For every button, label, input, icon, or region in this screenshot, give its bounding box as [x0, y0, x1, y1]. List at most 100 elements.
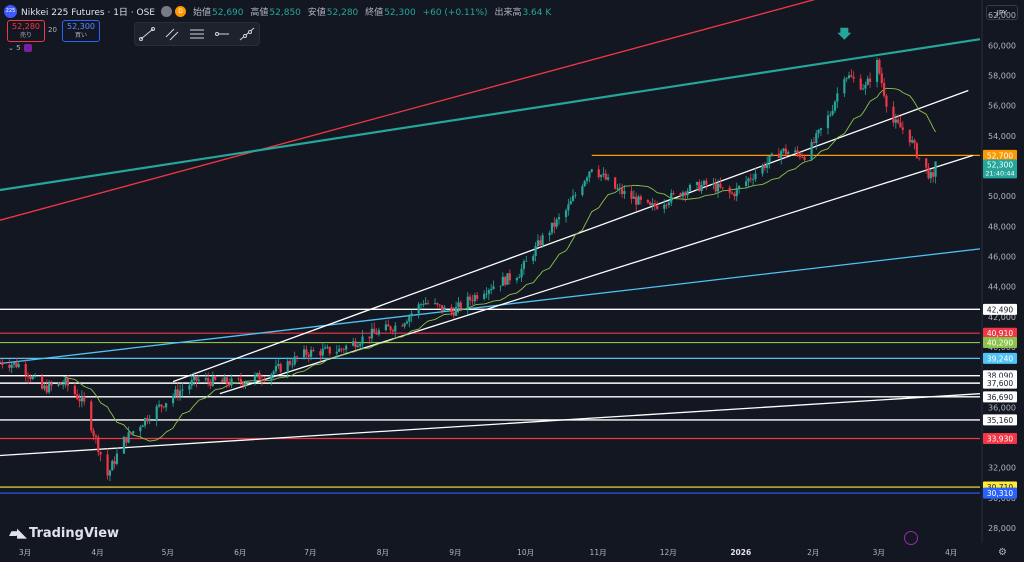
settings-gear-icon[interactable]: ⚙	[998, 547, 1007, 558]
candle-body	[604, 173, 607, 180]
candle-body	[525, 260, 528, 262]
candle-body	[499, 285, 502, 287]
magic-wand-icon[interactable]	[904, 531, 918, 545]
trend-line-icon[interactable]	[139, 27, 156, 41]
candle-body	[875, 59, 879, 83]
currency-selector[interactable]: JPY	[986, 5, 1018, 20]
candle-body	[450, 307, 453, 313]
candle-body	[8, 365, 11, 368]
candle-body	[754, 173, 757, 180]
candle-body	[518, 277, 521, 279]
candle-body	[48, 383, 51, 393]
price-axis: 28,00030,00032,00034,00036,00038,00040,0…	[981, 0, 1017, 543]
time-tick-label: 5月	[162, 548, 174, 557]
candle-body	[377, 330, 381, 335]
candle-body	[244, 383, 247, 386]
fib-icon[interactable]	[189, 27, 205, 41]
candle-body	[17, 364, 20, 368]
level-label-bg	[983, 377, 1017, 389]
time-tick-label: 10月	[517, 548, 534, 557]
candle-body	[373, 328, 376, 333]
candle-body	[918, 157, 921, 159]
symbol-title[interactable]: Nikkei 225 Futures · 1日 · OSE	[21, 7, 155, 18]
candle-body	[915, 143, 918, 158]
candle-body	[64, 378, 67, 385]
candle-body	[883, 83, 886, 96]
level-label: 40,290	[987, 339, 1013, 348]
candle-body	[410, 313, 413, 317]
candle-body	[148, 419, 151, 422]
candle-body	[599, 174, 603, 177]
candle-body	[859, 78, 862, 90]
candle-body	[555, 219, 558, 227]
candle-body	[656, 206, 659, 209]
candle-body	[700, 184, 703, 191]
candle-body	[370, 328, 373, 339]
candle-body	[532, 256, 535, 261]
candle-body	[635, 196, 638, 205]
candle-body	[653, 203, 656, 207]
candle-body	[417, 304, 420, 314]
candle-body	[454, 306, 458, 316]
candle-body	[440, 305, 444, 311]
symbol-logo[interactable]: 225	[4, 4, 17, 18]
candle-body	[901, 127, 904, 130]
level-label-bg	[983, 391, 1017, 403]
candle-body	[637, 196, 640, 205]
price-tick-label: 36,000	[988, 403, 1016, 412]
candle-body	[471, 300, 474, 302]
level-label: 36,690	[987, 393, 1013, 402]
close-label: 終値	[365, 7, 384, 18]
candle-body	[59, 383, 62, 385]
candle-body	[745, 181, 748, 186]
candle-body	[567, 204, 570, 211]
extended-line-icon[interactable]	[239, 27, 255, 41]
candle-body	[819, 128, 823, 130]
tradingview-logo[interactable]: ▰◣ TradingView	[9, 526, 119, 541]
quantity[interactable]: 20	[48, 26, 57, 34]
candle-body	[621, 188, 624, 194]
price-tick-label: 60,000	[988, 41, 1016, 50]
candle-body	[223, 377, 226, 382]
candle-body	[649, 202, 652, 205]
candle-body	[43, 385, 46, 389]
channel-icon[interactable]	[164, 27, 180, 41]
candle-body	[155, 406, 158, 420]
candle-body	[492, 286, 495, 290]
candle-body	[927, 167, 930, 179]
candle-body	[242, 382, 245, 386]
candle-body	[911, 140, 914, 143]
lot-selector[interactable]: ⌄ 5	[8, 44, 32, 52]
sell-label: 売り	[19, 32, 32, 39]
candle-body	[630, 191, 633, 199]
low-label: 安値	[307, 7, 326, 18]
candle-body	[326, 346, 329, 348]
candle-body	[574, 195, 577, 196]
buy-button[interactable]: 52,300 買い	[62, 20, 100, 42]
ray-icon[interactable]	[214, 27, 230, 41]
candle-body	[845, 78, 848, 80]
candle-body	[15, 362, 18, 368]
candle-body	[288, 361, 292, 365]
price-tick-label: 48,000	[988, 222, 1016, 231]
candle-body	[730, 192, 734, 194]
lot-value: 5	[16, 44, 21, 52]
candle-body	[340, 348, 343, 350]
badge-d[interactable]: D	[175, 5, 186, 17]
candle-body	[106, 454, 109, 476]
time-tick-label: 2026	[730, 548, 751, 557]
candle-body	[270, 374, 273, 381]
candle-body	[426, 302, 430, 304]
candle-body	[536, 240, 540, 246]
candle-body	[794, 150, 797, 153]
candle-body	[57, 383, 60, 386]
candle-body	[174, 389, 177, 396]
candle-body	[714, 183, 717, 192]
candle-body	[925, 158, 928, 168]
sell-button[interactable]: 52,280 売り	[7, 20, 45, 42]
candle-body	[504, 276, 507, 285]
candle-body	[681, 192, 685, 197]
candle-body	[897, 119, 900, 123]
level-label: 40,910	[987, 329, 1013, 338]
